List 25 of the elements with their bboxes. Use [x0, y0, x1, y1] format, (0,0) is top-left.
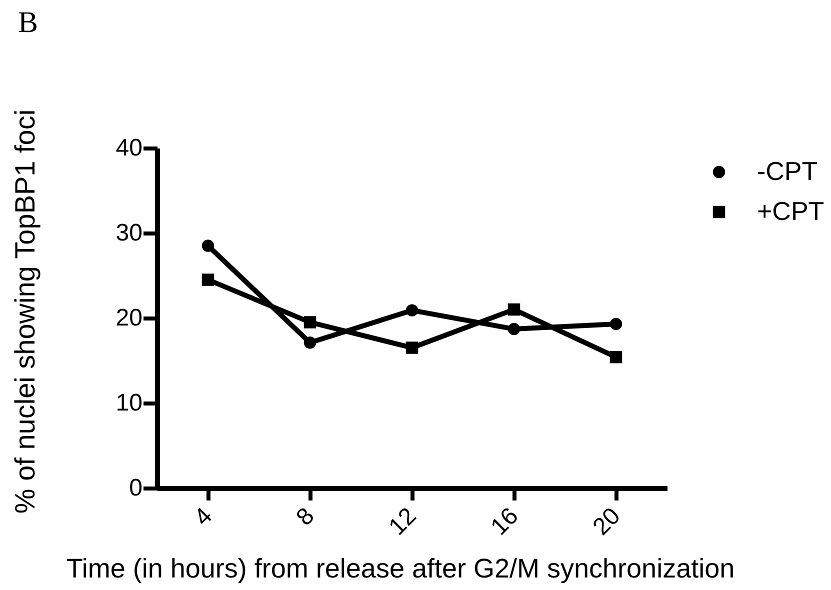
- y-tick-label: 20: [116, 304, 142, 332]
- x-tick-label: 12: [384, 502, 422, 541]
- point: [202, 274, 214, 286]
- point: [304, 336, 316, 349]
- point: [508, 322, 520, 336]
- point: [610, 318, 622, 330]
- x-axis-title: Time (in hours) from release after G2/M synchronization: [66, 554, 735, 584]
- y-tick-label: 0: [129, 474, 142, 502]
- point: [508, 303, 520, 316]
- x-tick-label: 4: [189, 502, 218, 532]
- y-tick-label: 40: [116, 134, 142, 162]
- y-tick-label: 30: [116, 220, 142, 246]
- point: [610, 350, 622, 364]
- chart-title: B: [18, 6, 38, 39]
- x-tick-label: 8: [291, 502, 320, 532]
- legend-label: +CPT: [757, 196, 824, 226]
- x-tick-label: 20: [588, 502, 626, 541]
- point: [406, 304, 418, 316]
- point: [406, 342, 418, 354]
- y-tick-label: 10: [116, 390, 142, 416]
- y-axis-title: % of nuclei showing TopBP1 foci: [10, 109, 40, 514]
- legend-label: -CPT: [757, 156, 818, 186]
- x-tick-label: 16: [486, 502, 524, 541]
- point: [304, 316, 316, 328]
- point: [202, 240, 214, 252]
